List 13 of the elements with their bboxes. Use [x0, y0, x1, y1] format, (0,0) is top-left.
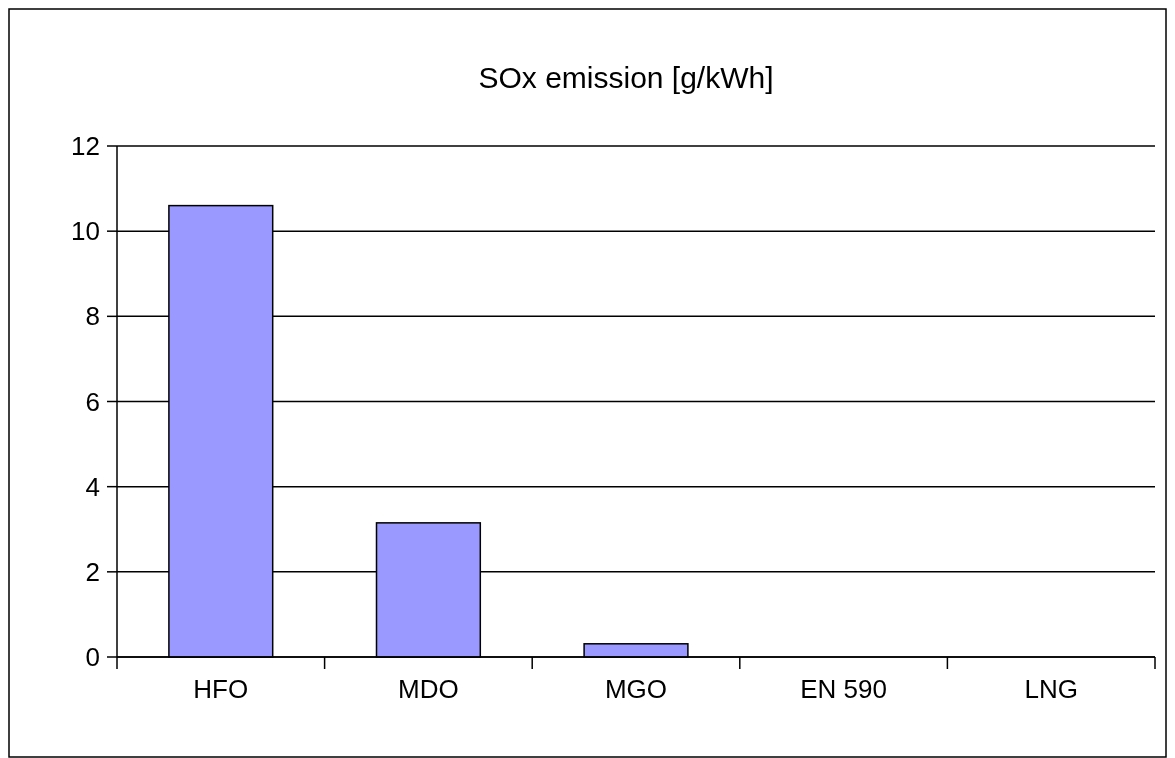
y-tick-label: 10 — [71, 216, 100, 247]
y-tick-label: 12 — [71, 131, 100, 162]
x-tick-label: EN 590 — [800, 674, 887, 704]
x-tick-label: LNG — [1024, 674, 1078, 704]
y-tick-label: 4 — [85, 471, 100, 502]
chart-title: SOx emission [g/kWh] — [478, 61, 774, 94]
x-tick-label: MGO — [604, 674, 668, 704]
x-tick-label: MDO — [398, 674, 459, 704]
y-tick-label: 0 — [85, 642, 100, 673]
x-tick-label: HFO — [193, 674, 249, 704]
y-tick-label: 6 — [85, 386, 100, 417]
y-tick-label: 2 — [85, 556, 100, 587]
y-tick-label: 8 — [85, 301, 100, 332]
